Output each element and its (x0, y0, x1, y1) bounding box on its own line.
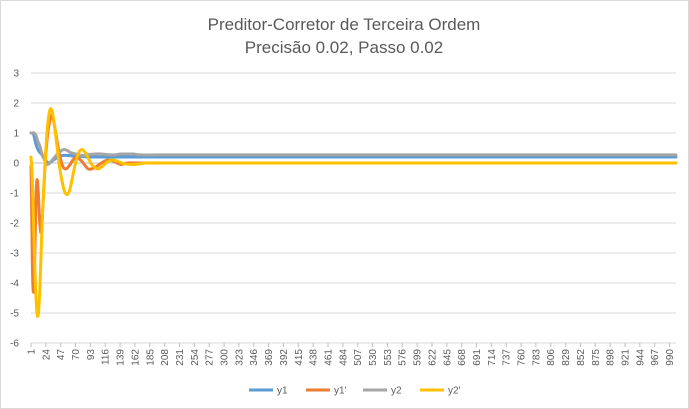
x-tick-label: 783 (531, 349, 542, 366)
x-tick-label: 760 (517, 349, 528, 366)
x-tick-label: 714 (487, 349, 498, 366)
x-tick-label: 944 (635, 349, 646, 366)
legend-label: y2 (391, 386, 402, 397)
x-tick-label: 277 (205, 349, 216, 366)
x-tick-label: 507 (353, 349, 364, 366)
x-tick-label: 553 (383, 349, 394, 366)
chart-title: Preditor-Corretor de Terceira Ordem (208, 15, 481, 34)
x-tick-label: 300 (220, 349, 231, 366)
y-tick-label: -4 (10, 279, 19, 290)
y-tick-label: 0 (13, 159, 19, 170)
x-axis-ticks: 1 24 47 70 93 116 139 162 185 208 231 254 277 300 323 3… (27, 343, 676, 366)
series-line-y1-prime (29, 113, 678, 294)
x-tick-label: 668 (457, 349, 468, 366)
chart-subtitle: Precisão 0.02, Passo 0.02 (245, 38, 443, 57)
x-tick-label: 1 (27, 349, 38, 355)
legend-label: y1' (334, 386, 347, 397)
x-tick-label: 691 (472, 349, 483, 366)
x-tick-label: 875 (591, 349, 602, 366)
x-tick-label: 737 (502, 349, 513, 366)
y-tick-label: -1 (10, 189, 19, 200)
y-tick-label: 1 (13, 129, 19, 140)
x-tick-label: 47 (56, 349, 67, 361)
x-tick-label: 599 (413, 349, 424, 366)
x-tick-label: 369 (264, 349, 275, 366)
x-tick-label: 323 (234, 349, 245, 366)
x-tick-label: 70 (71, 349, 82, 361)
x-tick-label: 392 (279, 349, 290, 366)
y-tick-label: 3 (13, 69, 19, 80)
y-axis-ticks: 3 2 1 0 -1 -2 -3 -4 -5 -6 (10, 69, 19, 350)
x-tick-label: 438 (309, 349, 320, 366)
x-tick-label: 622 (427, 349, 438, 366)
y-tick-label: -5 (10, 309, 19, 320)
x-tick-label: 346 (249, 349, 260, 366)
x-tick-label: 852 (576, 349, 587, 366)
series-line-y1 (29, 131, 678, 165)
x-tick-label: 530 (368, 349, 379, 366)
x-tick-label: 208 (160, 349, 171, 366)
y-tick-label: 2 (13, 99, 19, 110)
x-tick-label: 254 (190, 349, 201, 366)
series-line-y2-prime (29, 107, 678, 318)
y-tick-label: -6 (10, 339, 19, 350)
y-tick-label: -3 (10, 249, 19, 260)
x-tick-label: 967 (650, 349, 661, 366)
y-tick-label: -2 (10, 219, 19, 230)
series-line-y2 (29, 131, 678, 166)
x-tick-label: 162 (130, 349, 141, 366)
x-tick-label: 93 (86, 349, 97, 361)
x-tick-label: 461 (323, 349, 334, 366)
x-tick-label: 116 (101, 349, 112, 365)
x-tick-label: 829 (561, 349, 572, 366)
legend-label: y2' (448, 386, 461, 397)
x-tick-label: 24 (41, 349, 52, 361)
gridlines (31, 72, 676, 344)
x-tick-label: 645 (442, 349, 453, 366)
x-tick-label: 921 (620, 349, 631, 366)
x-tick-label: 484 (338, 349, 349, 366)
x-tick-label: 806 (546, 349, 557, 366)
x-tick-label: 139 (116, 349, 127, 366)
x-tick-label: 990 (665, 349, 676, 366)
x-tick-label: 231 (175, 349, 186, 366)
x-tick-label: 576 (398, 349, 409, 366)
series-lines (29, 107, 678, 318)
x-tick-label: 185 (145, 349, 156, 366)
x-tick-label: 415 (294, 349, 305, 366)
legend: y1 y1' y2 y2' (249, 386, 461, 397)
legend-label: y1 (277, 386, 288, 397)
x-tick-label: 898 (606, 349, 617, 366)
